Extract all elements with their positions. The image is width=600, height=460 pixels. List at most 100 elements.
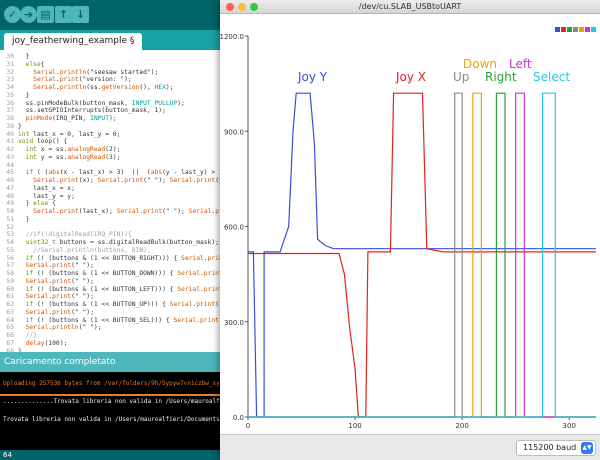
x-tick-label: 0: [246, 422, 250, 430]
code-text: }: [18, 215, 30, 223]
code-line: 67 delay(100);: [0, 339, 67, 349]
legend-swatch: [591, 27, 596, 32]
baud-rate-select[interactable]: 115200 baud ▲▼: [516, 440, 596, 456]
series-line-left: [248, 92, 596, 418]
maximize-window-icon[interactable]: [250, 3, 258, 11]
series-line-select: [248, 92, 596, 418]
line-number: 58: [6, 270, 14, 277]
legend-swatch: [573, 27, 578, 32]
line-number: 57: [6, 262, 14, 270]
code-line: 66 //}: [0, 331, 37, 341]
code-line: 57 Serial.print(" ");: [0, 261, 93, 271]
console-line: Trovata libreria non valida in /Users/ma…: [3, 416, 242, 423]
line-number: 41: [6, 138, 14, 146]
code-line: 41 void loop() {: [0, 137, 67, 147]
code-line: 68}: [0, 347, 21, 353]
code-text: pinMode(IRQ_PIN, INPUT);: [25, 115, 117, 122]
line-number: 39: [6, 122, 14, 130]
y-tick-label: 900.0: [224, 128, 244, 136]
code-line: 50 Serial.print(last_x); Serial.print(" …: [0, 207, 253, 217]
console-line: ..............Trovata libreria non valid…: [3, 398, 253, 405]
window-title: /dev/cu.SLAB_USBtoUART: [358, 2, 462, 11]
label-down: Down: [463, 57, 498, 71]
legend-swatch: [567, 27, 572, 32]
code-text: int last_x = 0, last_y = 0;: [18, 130, 121, 138]
label-select: Select: [533, 70, 571, 84]
code-text: uint32_t buttons = ss.digitalReadBulk(bu…: [25, 239, 219, 246]
code-text: Serial.print(" ");: [25, 293, 94, 301]
console-line: Uploading 257536 bytes from /var/folders…: [3, 380, 246, 387]
code-text: int y = ss.analogRead(3);: [25, 153, 121, 161]
code-text: }: [18, 122, 22, 130]
code-text: last_y = y;: [18, 192, 75, 200]
upload-progress-line: [0, 394, 220, 396]
y-tick-label: 1200.0: [220, 33, 244, 41]
code-text: Serial.println("seesaw started");: [33, 68, 159, 76]
code-text: //if(!digitalRead(IRQ_PIN)){: [18, 231, 132, 239]
new-sketch-icon[interactable]: ▤: [37, 6, 54, 23]
legend-swatch: [579, 27, 584, 32]
code-text: Serial.print(last_x); Serial.print(" ");…: [33, 208, 253, 215]
line-number: 52: [6, 223, 14, 231]
legend-swatch: [555, 27, 560, 32]
code-line: 35 }: [0, 91, 29, 101]
code-text: } else {: [18, 200, 56, 208]
sketch-tab[interactable]: joy_featherwing_example §: [4, 33, 143, 50]
open-sketch-icon[interactable]: ↑: [55, 6, 72, 23]
series-line-joy-y: [248, 92, 596, 418]
code-line: 34 Serial.println(ss.getVersion(), HEX);: [0, 83, 173, 93]
minimize-window-icon[interactable]: [238, 3, 246, 11]
line-number: 35: [6, 91, 14, 99]
label-right: Right: [485, 70, 517, 84]
code-text: ss.pinModeBulk(button_mask, INPUT_PULLUP…: [18, 99, 185, 107]
chevron-updown-icon: ▲▼: [581, 442, 593, 454]
code-line: 49 } else {: [0, 199, 56, 209]
series-line-right: [248, 92, 596, 418]
close-window-icon[interactable]: [226, 3, 234, 11]
legend-swatch: [561, 27, 566, 32]
serial-plot: 0.0 300.0 600.0 900.0 1200.0 0 100 200 300: [220, 33, 596, 430]
line-number: 32: [6, 68, 14, 76]
save-sketch-icon[interactable]: ↓: [72, 6, 89, 23]
legend-swatch: [585, 27, 590, 32]
line-number: 47: [6, 184, 14, 192]
code-line: 51 }: [0, 215, 29, 225]
code-text: void loop() {: [18, 138, 68, 146]
code-text: }: [18, 91, 30, 99]
line-number: 53: [6, 231, 14, 239]
line-number: 51: [6, 215, 14, 223]
line-number: 65: [6, 324, 14, 332]
line-number: 50: [6, 208, 14, 215]
label-joy-x: Joy X: [396, 70, 427, 84]
series-line-joy-x: [248, 92, 596, 418]
code-line: 54 uint32_t buttons = ss.digitalReadBulk…: [0, 238, 219, 248]
code-line: 43 int y = ss.analogRead(3);: [0, 153, 120, 163]
baud-rate-value: 115200 baud: [523, 443, 577, 452]
upload-icon[interactable]: ➔: [20, 6, 37, 23]
code-text: last_x = x;: [18, 184, 75, 192]
verify-icon[interactable]: ✓: [4, 6, 21, 23]
code-line: 32 Serial.println("seesaw started");: [0, 68, 158, 78]
legend-color-squares: [554, 17, 596, 32]
x-tick-label: 200: [455, 422, 468, 430]
code-text: //}: [18, 332, 37, 339]
code-line: 31 else{: [0, 60, 44, 70]
line-number: 48: [6, 192, 14, 200]
line-number: 66: [6, 332, 14, 339]
code-line: 48 last_y = y;: [0, 192, 75, 202]
line-number: 44: [6, 161, 14, 169]
line-number: 46: [6, 177, 14, 184]
code-line: 52: [0, 223, 18, 233]
code-line: 45 if ( (abs(x - last_x) > 3) || (abs(y …: [0, 168, 238, 178]
code-text: Serial.print(" ");: [25, 277, 94, 285]
code-text: Serial.print(" ");: [25, 308, 94, 316]
code-text: }: [18, 53, 30, 60]
line-number: 34: [6, 84, 14, 91]
code-text: Serial.print("version: ");: [33, 76, 132, 84]
code-line: 40 int last_x = 0, last_y = 0;: [0, 130, 120, 140]
code-line: 61 Serial.print(" ");: [0, 292, 94, 302]
code-text: ss.setGPIOInterrupts(button_mask, 1);: [18, 107, 166, 115]
code-line: 38 pinMode(IRQ_PIN, INPUT);: [0, 114, 117, 124]
serial-plotter-window: /dev/cu.SLAB_USBtoUART 0.0 300.0 600.0 900.…: [220, 0, 600, 460]
line-number: 61: [6, 293, 14, 301]
